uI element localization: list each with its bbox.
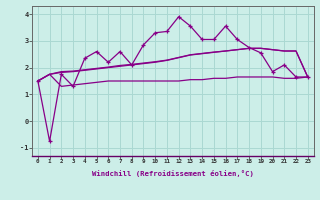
X-axis label: Windchill (Refroidissement éolien,°C): Windchill (Refroidissement éolien,°C) — [92, 170, 254, 177]
